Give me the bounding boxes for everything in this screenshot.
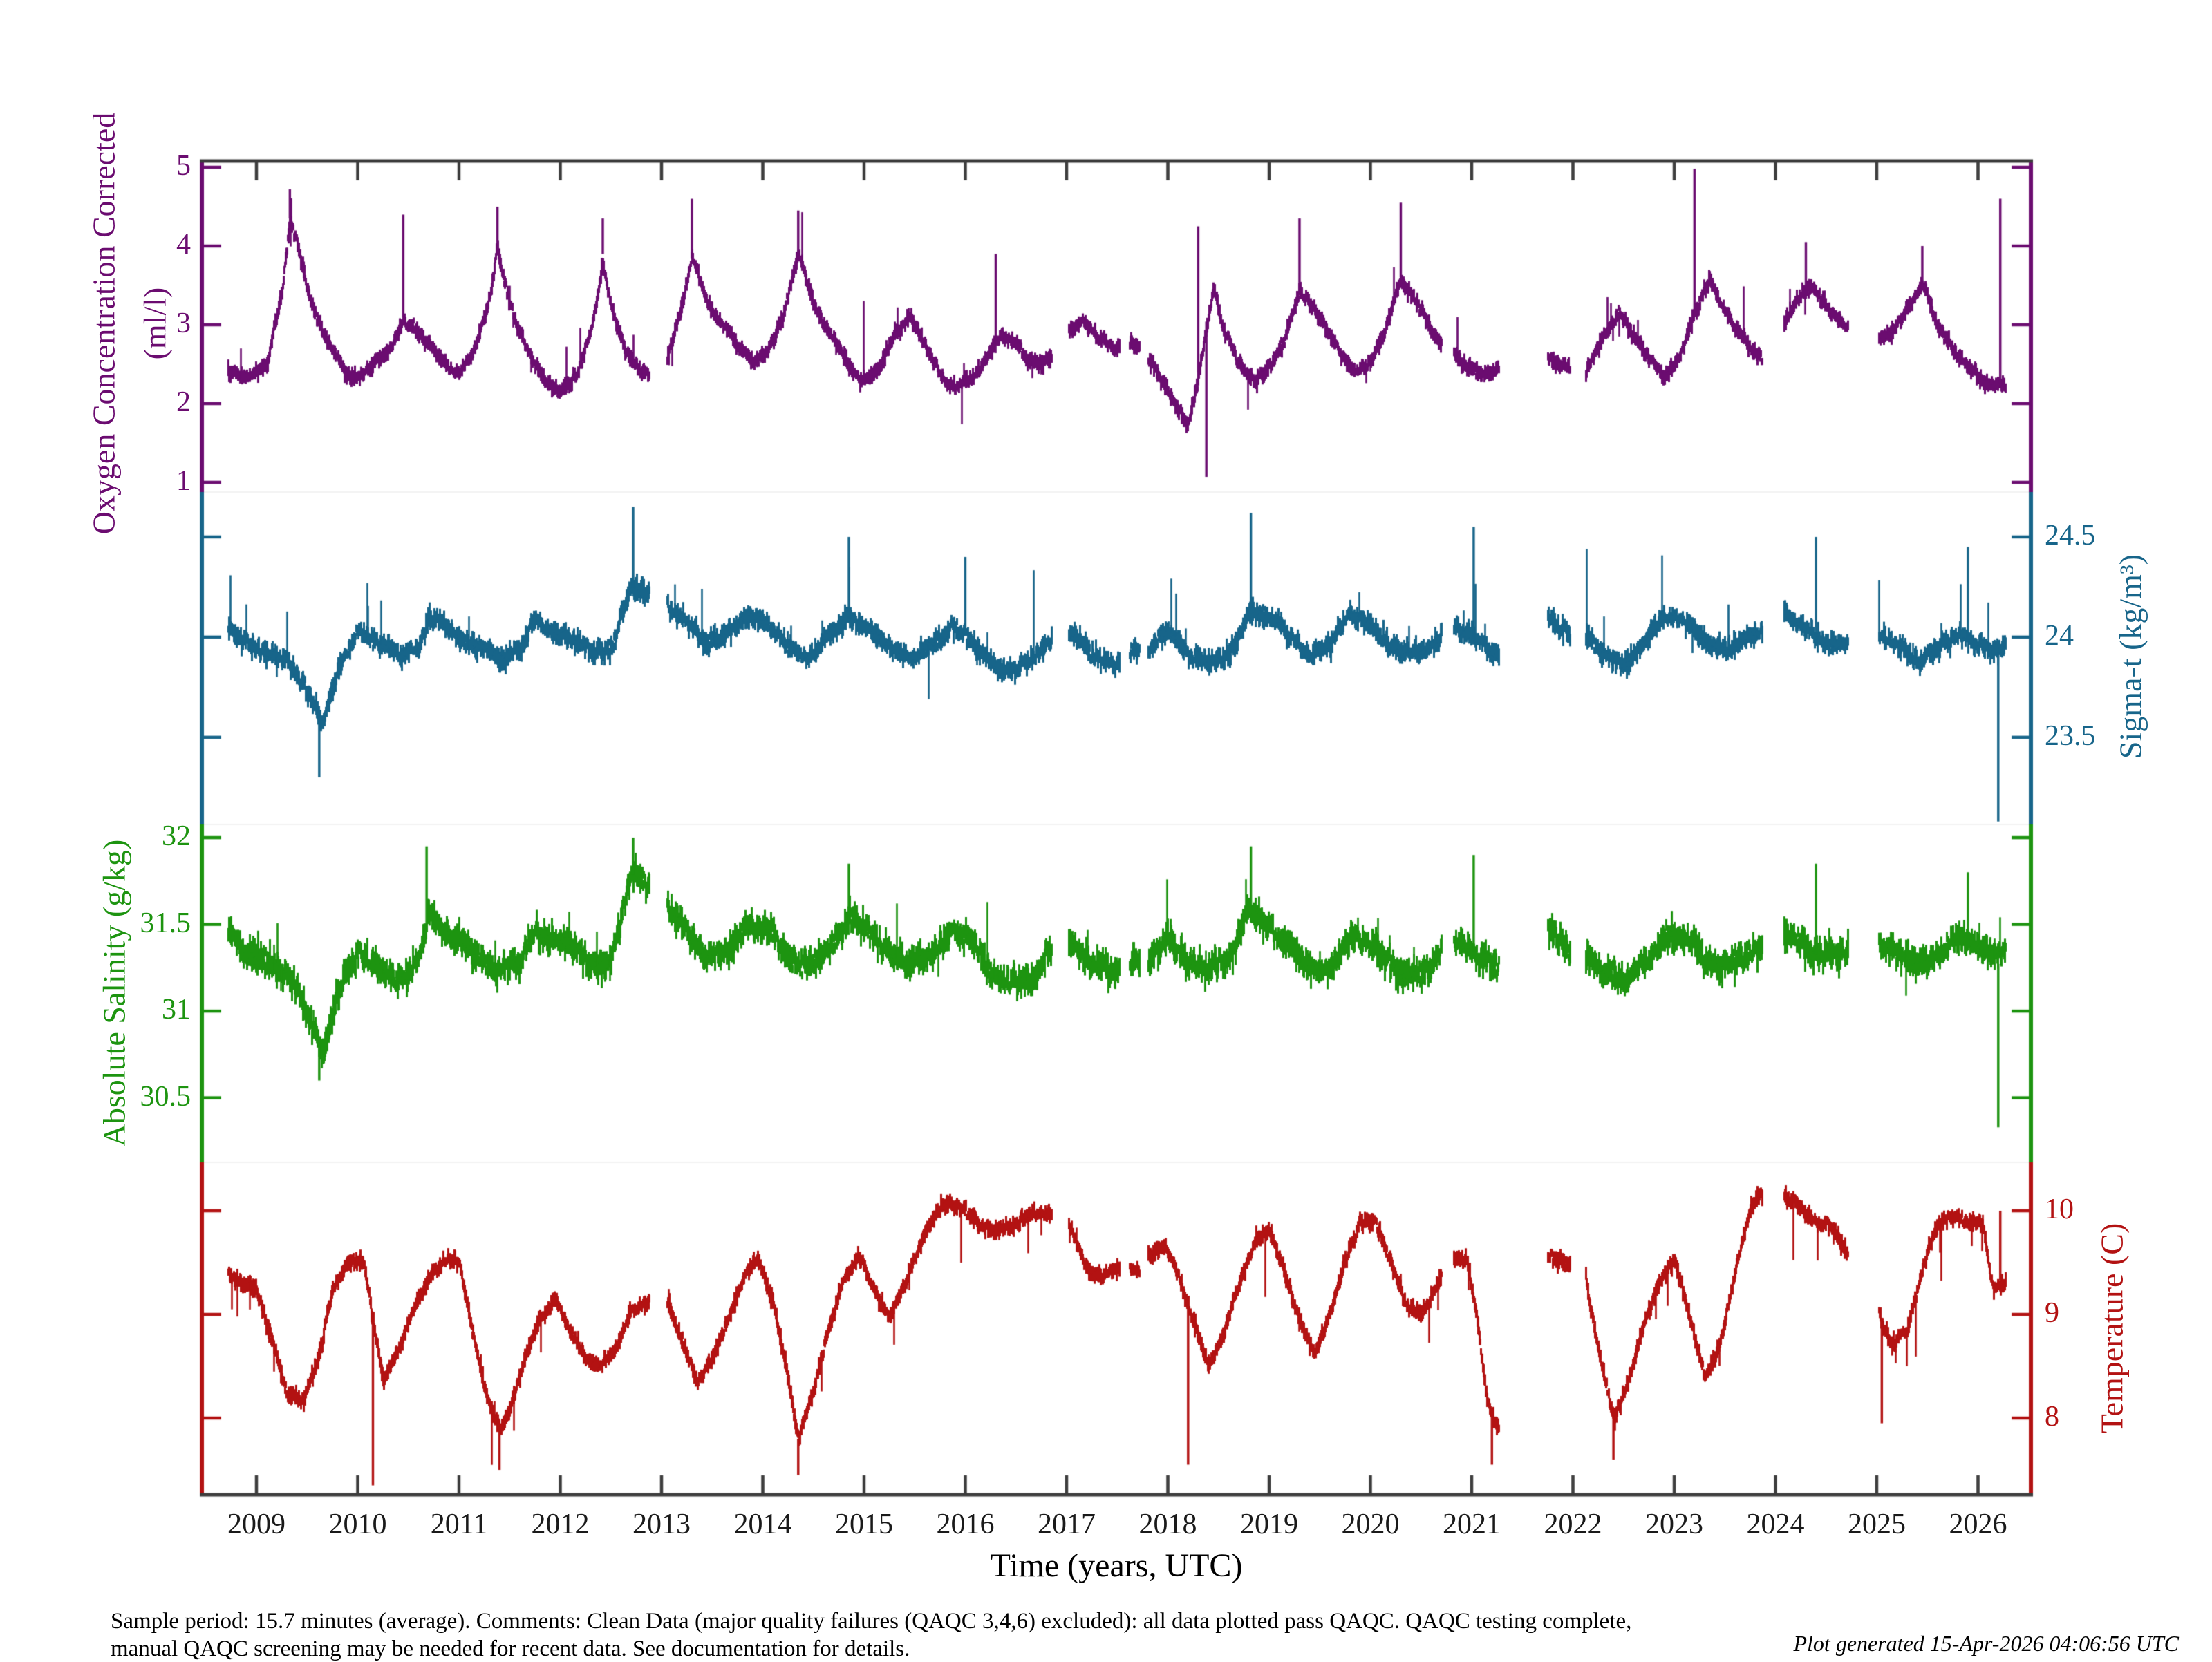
oxygen-tick-3: 3	[176, 308, 191, 340]
year-tick-2020: 2020	[1341, 1509, 1400, 1540]
year-tick-2010: 2010	[328, 1509, 387, 1540]
year-tick-2016: 2016	[936, 1509, 995, 1540]
year-tick-2011: 2011	[430, 1509, 488, 1540]
year-tick-2012: 2012	[531, 1509, 590, 1540]
year-tick-2014: 2014	[733, 1509, 792, 1540]
year-tick-2021: 2021	[1443, 1509, 1501, 1540]
year-tick-2024: 2024	[1746, 1509, 1805, 1540]
oxygen-tick-1: 1	[176, 465, 191, 498]
temperature-tick-10: 10	[2045, 1193, 2074, 1226]
salinity-tick-30.5: 30.5	[140, 1080, 191, 1113]
footer-comments-line1: Sample period: 15.7 minutes (average). C…	[111, 1609, 1632, 1634]
sigma-t-tick-24.5: 24.5	[2045, 520, 2096, 552]
x-axis-label: Time (years, UTC)	[990, 1547, 1243, 1584]
salinity-tick-31.5: 31.5	[140, 907, 191, 939]
year-tick-2023: 2023	[1645, 1509, 1703, 1540]
year-tick-2019: 2019	[1240, 1509, 1298, 1540]
year-tick-2025: 2025	[1848, 1509, 1906, 1540]
year-tick-2009: 2009	[227, 1509, 285, 1540]
year-tick-2017: 2017	[1038, 1509, 1096, 1540]
year-tick-2015: 2015	[835, 1509, 893, 1540]
year-tick-2026: 2026	[1949, 1509, 2007, 1540]
salinity-tick-31: 31	[162, 994, 191, 1026]
sigma-t-tick-23.5: 23.5	[2045, 719, 2096, 752]
year-tick-2018: 2018	[1138, 1509, 1197, 1540]
salinity-axis-label: Absolute Salinity (g/kg)	[96, 839, 132, 1147]
oxygen-tick-2: 2	[176, 386, 191, 419]
temperature-tick-9: 9	[2045, 1297, 2059, 1330]
year-tick-2013: 2013	[632, 1509, 691, 1540]
sigma-t-axis-label: Sigma-t (kg/m³)	[2112, 554, 2148, 759]
temperature-axis-label: Temperature (C)	[2094, 1222, 2130, 1434]
salinity-tick-32: 32	[162, 820, 191, 853]
oxygen-axis-label: Oxygen Concentration Corrected	[86, 112, 122, 535]
oxygen-tick-4: 4	[176, 229, 191, 261]
sigma-t-tick-24: 24	[2045, 619, 2074, 652]
footer-comments-line2: manual QAQC screening may be needed for …	[111, 1636, 910, 1661]
temperature-tick-8: 8	[2045, 1401, 2059, 1433]
year-tick-2022: 2022	[1544, 1509, 1602, 1540]
oxygen-tick-5: 5	[176, 150, 191, 182]
oxygen-axis-unit-label: (ml/l)	[137, 287, 173, 360]
plot-generated-timestamp: Plot generated 15-Apr-2026 04:06:56 UTC	[1793, 1631, 2179, 1656]
